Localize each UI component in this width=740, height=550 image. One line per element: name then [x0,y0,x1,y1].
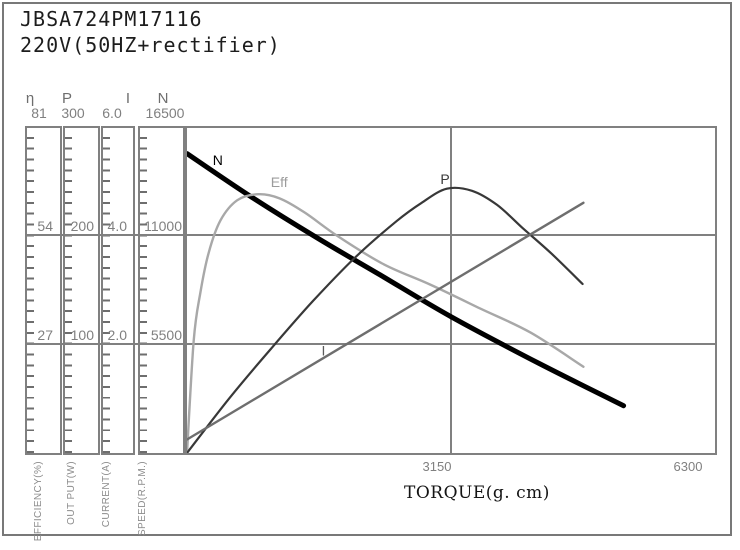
curve-p [187,186,584,453]
x-tick-6300: 6300 [673,459,703,474]
tick-marks-current [103,128,110,453]
axis-mid-power: 200 [70,218,94,234]
page-subtitle: 220V(50HZ+rectifier) [20,33,281,57]
axis-column-power [63,126,100,455]
axis-name-power: OUT PUT(W) [66,461,77,525]
curves-canvas: N Eff P I [187,151,627,453]
axis-column-current [101,126,135,455]
axis-low-current: 2.0 [107,327,127,343]
axis-column-speed [138,126,185,455]
axis-mid-speed: 11000 [144,218,182,234]
axis-symbol-current: I [125,90,131,107]
gridline-lower [25,343,717,345]
axis-max-power: 300 [61,105,85,121]
page-title: JBSA724PM17116 [20,7,203,31]
axis-symbol-power: P [61,90,72,107]
axis-max-current: 6.0 [102,105,122,121]
x-tick-3150: 3150 [422,459,452,474]
axis-symbol-efficiency: η [25,90,35,107]
axis-column-efficiency [25,126,62,455]
axis-mid-efficiency: 54 [37,218,53,234]
gridline-torque-3150 [450,126,452,455]
tick-marks-efficiency [27,128,34,453]
axis-symbol-speed: N [157,90,169,107]
axis-low-power: 100 [70,327,94,343]
curve-i [187,201,585,441]
curve-eff [187,192,585,453]
axis-max-speed: 16500 [145,105,185,121]
curve-n [187,151,627,409]
axis-name-efficiency: EFFICIENCY(%) [33,461,44,542]
axis-name-current: CURRENT(A) [101,461,112,528]
tick-marks-power [65,128,72,453]
axis-mid-current: 4.0 [107,218,127,234]
axis-max-efficiency: 81 [31,105,47,121]
axis-name-speed: SPEED(R.P.M.) [137,461,148,537]
x-axis-title: TORQUE(g. cm) [404,483,550,503]
gridline-upper [25,234,717,236]
tick-marks-speed [140,128,147,453]
curve-label-p: P [440,171,449,187]
curve-label-n: N [213,152,223,168]
axis-low-efficiency: 27 [37,327,53,343]
axis-low-speed: 5500 [150,327,182,343]
curve-label-eff: Eff [271,174,288,190]
curve-label-i: I [322,343,326,359]
